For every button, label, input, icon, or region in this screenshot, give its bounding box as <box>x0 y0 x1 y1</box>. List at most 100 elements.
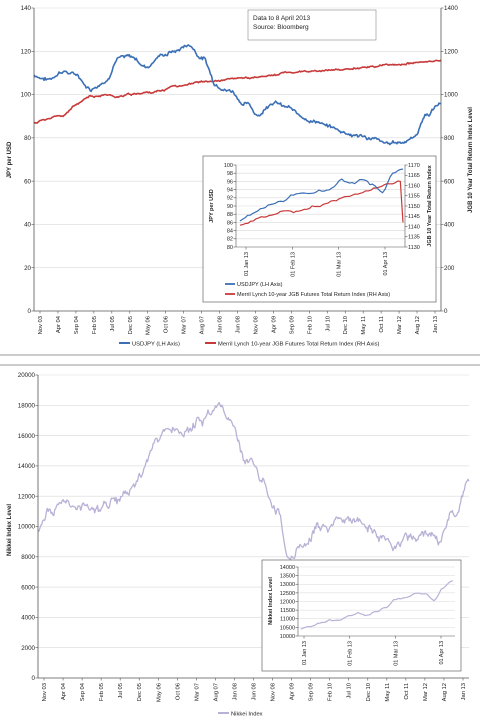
chart2-x-axis-tick-label: Oct 06 <box>175 683 181 700</box>
chart1-right-axis-tick-label: 800 <box>444 135 455 142</box>
chart2-grid <box>38 374 469 649</box>
chart1-x-axis-tick-label: Apr 04 <box>56 315 62 333</box>
chart2-x-axis-tick-label: Mar 07 <box>194 683 200 701</box>
chart1-series-jgb-line <box>33 59 442 124</box>
chart1-series <box>33 44 442 146</box>
chart2-inset-left-axis-tick-label: 12500 <box>280 591 295 597</box>
chart1-inset-left-axis-tick-label: 86 <box>227 220 233 226</box>
chart1-inset-right-axis-tick-label: 1150 <box>408 204 420 210</box>
chart2-x-axis-tick-label: Nov 08 <box>271 683 277 701</box>
chart2-x-axis-tick-label: Jul 10 <box>347 683 353 698</box>
chart2-inset-left-axis-tick-label: 11500 <box>280 608 295 614</box>
chart2-x-axis: Nov 03 Apr 04 Sep 04 Feb 05 Jul 05 Dec 05 May … <box>42 678 467 702</box>
chart1-inset-right-axis-tick-label: 1170 <box>408 163 420 169</box>
chart1-x-axis-tick-label: May 11 <box>361 316 367 335</box>
chart1-x-axis-tick-label: Jul 10 <box>325 316 331 331</box>
chart1-inset-left-axis-tick-label: 92 <box>227 196 233 202</box>
chart1-right-axis-tick-label: 200 <box>444 265 455 272</box>
chart1-x-axis-tick-label: Jan 08 <box>218 316 224 333</box>
chart2-left-axis-tick-label: 8000 <box>21 554 35 561</box>
chart1-inset-right-axis-tick-label: 1130 <box>408 245 420 251</box>
chart1-inset-x-tick-label: 01 Jan 13 <box>244 252 250 276</box>
chart2-x-axis-tick-label: May 11 <box>385 683 391 702</box>
chart1-inset-right-axis-tick-label: 1140 <box>408 224 420 230</box>
chart-usdjpy-jgb: 0 20 40 60 80 100 120 140 0 200 400 600 800 1000 1200… <box>7 5 474 347</box>
chart2-left-axis-tick-label: 20000 <box>18 372 36 379</box>
chart2-x-axis-tick-label: Aug 07 <box>213 683 219 701</box>
chart2-inset-x-tick-label: 01 Jan 13 <box>302 641 308 665</box>
chart1-inset-x-tick-label: 01 Mar 13 <box>337 252 343 277</box>
chart2-inset-frame <box>261 559 462 672</box>
chart1-inset-left-axis-tick-label: 90 <box>227 204 233 210</box>
chart1-left-axis-tick-label: 80 <box>24 135 31 142</box>
chart1-x-axis-tick-label: Aug 07 <box>200 316 206 334</box>
chart2-left-axis-tick-label: 14000 <box>18 463 36 470</box>
chart1-x-axis-tick-label: Mar 12 <box>397 316 403 334</box>
chart2-inset-x-tick-label: 01 Feb 13 <box>348 641 354 666</box>
chart2-inset-series-nikkei-line <box>300 580 454 630</box>
chart1-left-axis-tick-label: 100 <box>21 92 32 99</box>
chart2-left-axis-tick-label: 16000 <box>18 433 36 440</box>
chart2-inset-left-axis-tick-label: 14000 <box>280 565 295 571</box>
chart2-x-axis-tick-label: Jun 08 <box>252 683 258 700</box>
chart1-x-axis-tick-label: Jul 05 <box>110 316 116 331</box>
chart1-x-axis-tick-label: Sep 09 <box>289 316 295 334</box>
chart1-inset: 80 82 84 86 88 90 92 94 96 98 100 1130 1135 1140 1145… <box>202 155 437 303</box>
chart2-inset-series <box>300 580 454 630</box>
chart1-legend-label-usdjpy: USDJPY (LH Axis) <box>132 342 180 348</box>
chart2-inset-left-axis: 10000 10500 11000 11500 12000 12500 13000 13500… <box>280 565 298 640</box>
chart1-inset-frame <box>202 155 437 303</box>
chart1-left-axis-tick-label: 120 <box>21 48 32 55</box>
chart2-series-nikkei-line <box>37 401 470 560</box>
chart2-x-axis-tick-label: Sep 09 <box>309 683 315 701</box>
chart1-right-axis-tick-label: 0 <box>444 308 448 315</box>
chart1-right-axis-tick-label: 400 <box>444 222 455 229</box>
chart1-right-axis-tick-label: 1200 <box>444 48 458 55</box>
chart2-left-axis-tick-label: 4000 <box>21 615 35 622</box>
chart1-x-axis-tick-label: Apr 09 <box>271 316 277 333</box>
chart1-x-axis-tick-label: Aug 12 <box>415 316 421 334</box>
chart2-x-axis-tick-label: Nov 03 <box>42 683 48 701</box>
chart2-x-axis-tick-label: Apr 09 <box>290 683 296 700</box>
chart1-inset-left-axis-tick-label: 88 <box>227 212 233 218</box>
chart1-right-axis-tick-label: 1000 <box>444 92 458 99</box>
chart1-inset-series <box>239 168 404 226</box>
chart1-ylabel: JPY per USD <box>7 141 13 178</box>
chart1-inset-right-axis-tick-label: 1145 <box>408 214 420 220</box>
chart1-inset-x-axis: 01 Jan 13 01 Feb 13 01 Mar 13 01 Apr 13 <box>244 247 389 277</box>
chart1-inset-left-axis-tick-label: 82 <box>227 237 233 243</box>
chart2-inset-x-tick-label: 01 Apr 13 <box>439 641 445 665</box>
chart1-right-axis-tick-label: 600 <box>444 178 455 185</box>
chart2-x-axis-tick-label: Feb 10 <box>328 683 334 701</box>
chart1-x-axis-tick-label: Nov 03 <box>38 316 44 334</box>
chart2-left-axis-tick-label: 6000 <box>21 584 35 591</box>
chart1-x-axis-tick-label: Feb 10 <box>307 316 313 334</box>
chart1-inset-left-axis-tick-label: 94 <box>227 188 233 194</box>
chart1-right-axis: 0 200 400 600 800 1000 1200 1400 <box>441 5 458 315</box>
chart1-x-axis: Nov 03 Apr 04 Sep 04 Feb 05 Jul 05 Dec 05 May … <box>38 311 439 335</box>
chart1-annotation-line1: Data to 8 April 2013 <box>253 15 310 22</box>
chart1-x-axis-tick-label: Oct 06 <box>164 316 170 333</box>
chart1-inset-x-tick-label: 01 Feb 13 <box>290 252 296 277</box>
chart1-x-axis-tick-label: Sep 04 <box>74 315 80 334</box>
chart2-left-axis-tick-label: 18000 <box>18 402 36 409</box>
chart1-inset-left-axis-tick-label: 100 <box>224 163 233 169</box>
chart1-series-usdjpy-line <box>33 44 442 146</box>
chart1-inset-y2label: JGB 10 Year Total Return Index <box>427 164 433 246</box>
chart1-inset-left-axis: 80 82 84 86 88 90 92 94 96 98 100 <box>224 163 236 251</box>
chart1-inset-series-jgb-line <box>239 180 404 226</box>
chart1-x-axis-tick-label: Jan 13 <box>433 316 439 333</box>
chart2-left-axis-tick-label: 10000 <box>18 524 36 531</box>
chart1-inset-legend-label-jgb: Merril Lynch 10-year JGB Futures Total R… <box>237 292 390 298</box>
chart1-x-axis-tick-label: Oct 11 <box>379 316 385 333</box>
chart1-right-axis-tick-label: 1400 <box>444 5 458 12</box>
chart2-ylabel: Nikkei Index Level <box>7 504 13 556</box>
chart1-annotation-line2: Source: Bloomberg <box>253 24 309 31</box>
chart1-inset-left-axis-tick-label: 84 <box>227 229 233 235</box>
chart1-inset-right-axis-tick-label: 1155 <box>408 194 420 200</box>
chart1-left-axis-tick-label: 60 <box>24 178 31 185</box>
chart2-x-axis-tick-label: Dec 05 <box>137 683 143 701</box>
chart2-x-axis-tick-label: Dec 10 <box>366 683 372 701</box>
chart2-x-axis-tick-label: May 06 <box>156 683 162 702</box>
chart1-x-axis-tick-label: Nov 08 <box>253 316 259 334</box>
